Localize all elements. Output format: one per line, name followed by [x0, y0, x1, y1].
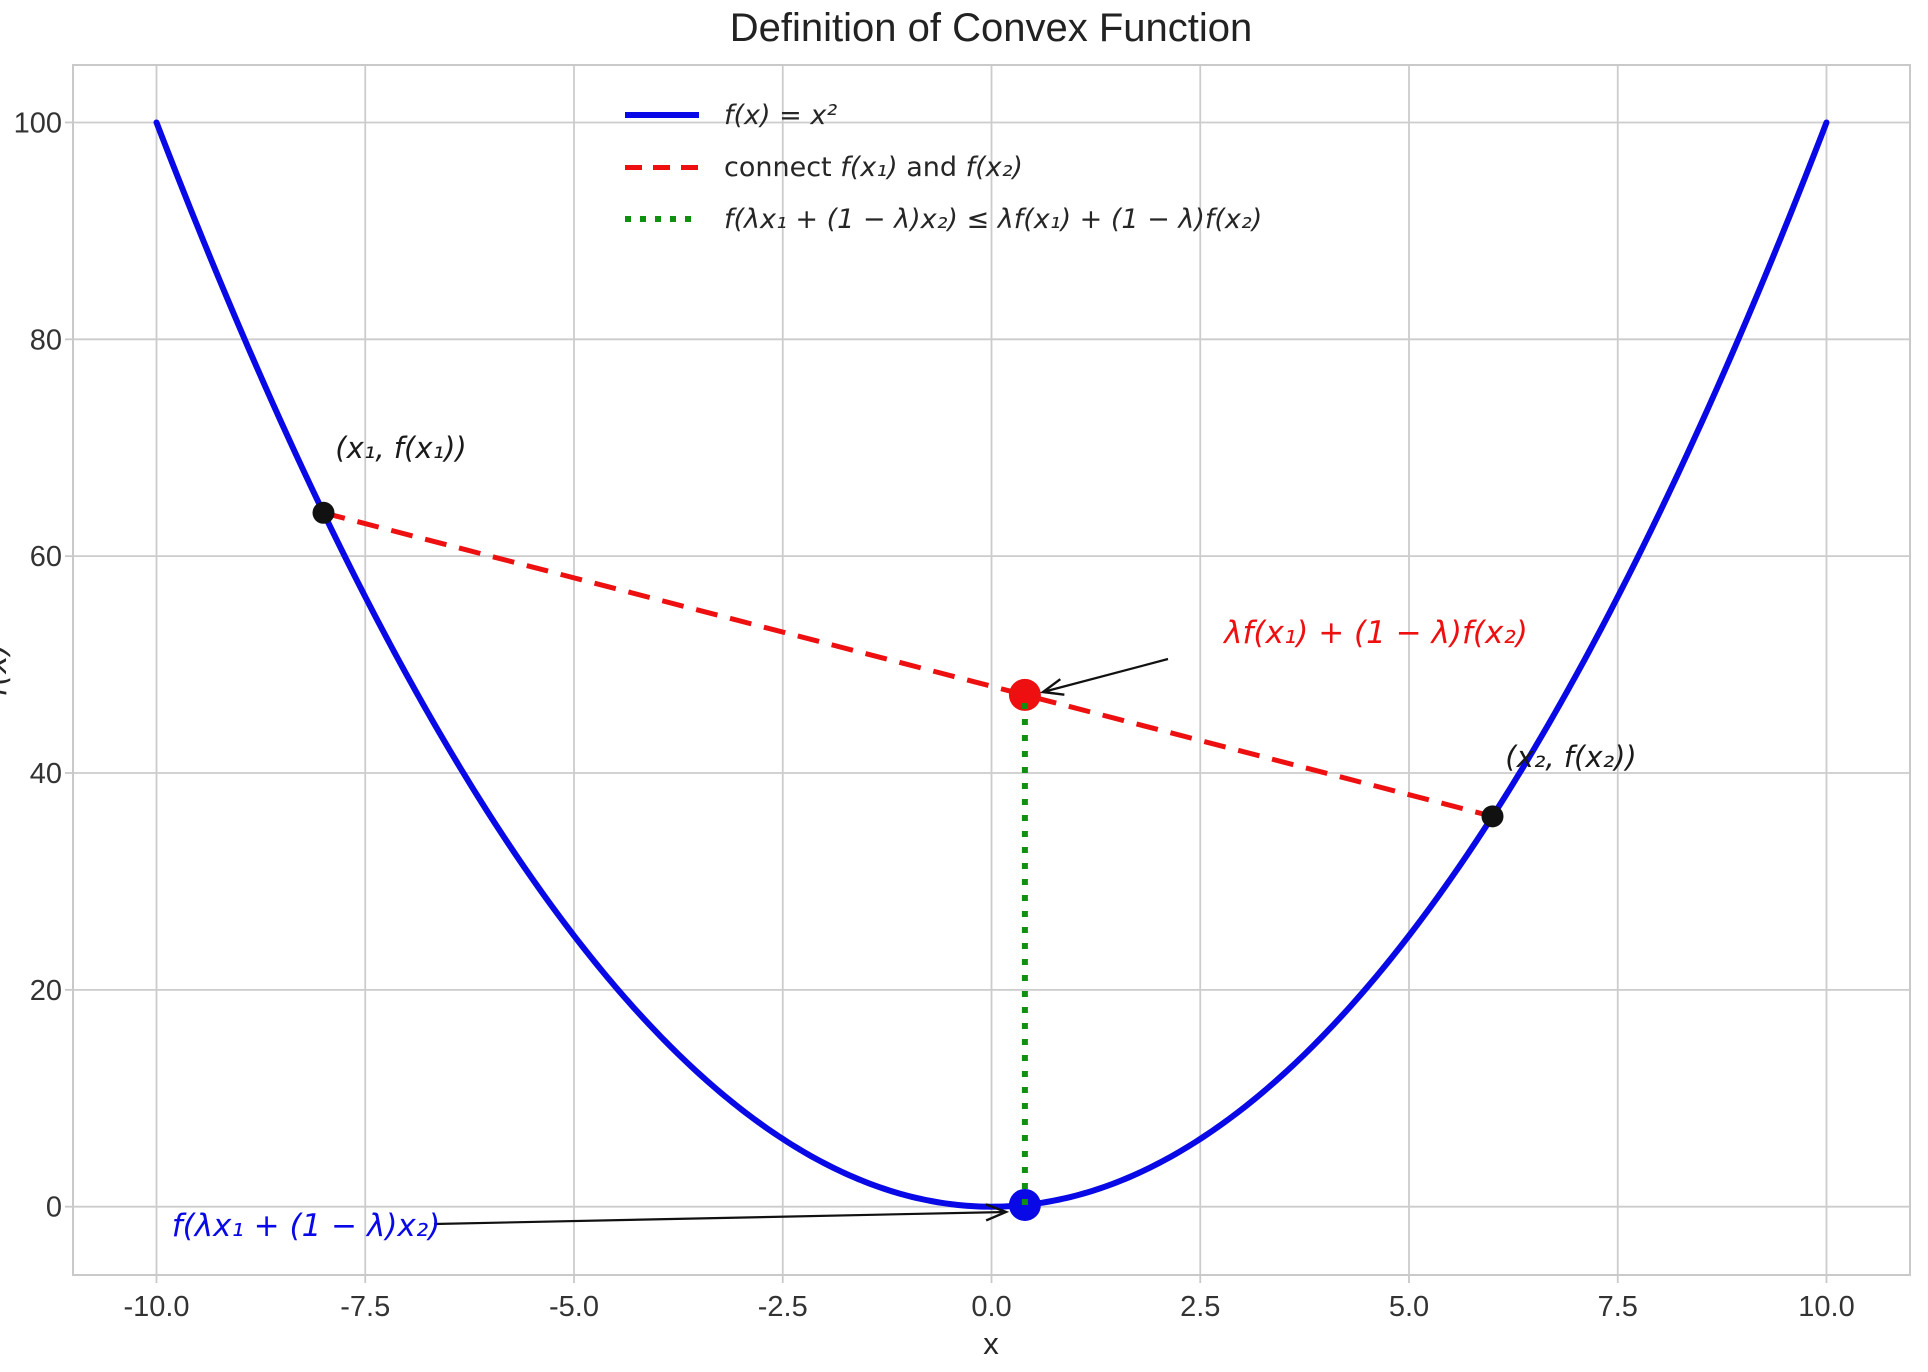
chord-value-point [1008, 678, 1041, 711]
legend-swatch-solid-line [625, 112, 699, 118]
y-tick-label: 40 [30, 758, 62, 790]
x-tick-label: -10.0 [123, 1291, 189, 1323]
function-value-label: f(λx₁ + (1 − λ)x₂) [171, 1208, 441, 1244]
legend-item: f(x) = x² [625, 89, 1262, 141]
function-value-label-arrow [433, 1203, 1010, 1226]
y-tick-label: 80 [30, 324, 62, 356]
x-tick-label: 10.0 [1798, 1291, 1854, 1323]
y-tick-label: 20 [30, 975, 62, 1007]
x1-point [312, 501, 335, 524]
grid [73, 65, 1910, 1275]
x1-point-label: (x₁, f(x₁)) [335, 431, 467, 465]
x-tick-label: -2.5 [758, 1291, 808, 1323]
legend: f(x) = x² connect f(x₁) and f(x₂) f(λx₁ + … [625, 89, 1262, 245]
chord-line [322, 510, 1494, 819]
y-tick-label: 0 [46, 1192, 62, 1224]
x-tick-label: -5.0 [549, 1291, 599, 1323]
y-tick-label: 100 [14, 107, 62, 139]
legend-label: f(x) = x² [724, 99, 838, 131]
x-tick-label: 5.0 [1389, 1291, 1429, 1323]
legend-swatch-dashed-line [625, 164, 699, 170]
x-axis-label: x [983, 1326, 999, 1361]
y-tick-label: 60 [30, 541, 62, 573]
legend-swatch-dotted-line [625, 216, 699, 222]
x-tick-label: 2.5 [1180, 1291, 1220, 1323]
x-tick-label: -7.5 [340, 1291, 390, 1323]
x2-point [1481, 805, 1504, 828]
legend-item: connect f(x₁) and f(x₂) [625, 141, 1262, 193]
legend-label: f(λx₁ + (1 − λ)x₂) ≤ λf(x₁) + (1 − λ)f(x… [724, 203, 1263, 235]
x-tick-label: 7.5 [1598, 1291, 1638, 1323]
chord-value-label: λf(x₁) + (1 − λ)f(x₂) [1224, 615, 1528, 651]
x2-point-label: (x₂, f(x₂)) [1505, 740, 1637, 774]
x-tick-label: 0.0 [971, 1291, 1011, 1323]
chart-title: Definition of Convex Function [729, 6, 1253, 50]
legend-label: connect f(x₁) and f(x₂) [724, 151, 1023, 183]
legend-item: f(λx₁ + (1 − λ)x₂) ≤ λf(x₁) + (1 − λ)f(x… [625, 193, 1262, 245]
chord-value-label-arrow [1039, 657, 1169, 696]
y-axis-label: f(x) [0, 643, 14, 697]
